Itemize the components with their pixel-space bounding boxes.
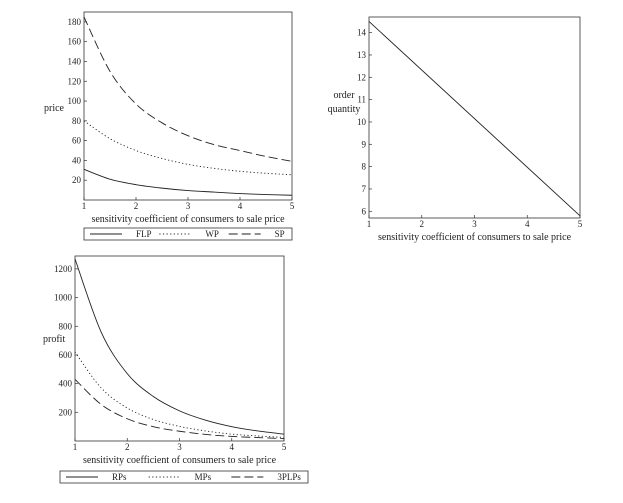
- y-tick-label: 60: [72, 136, 82, 146]
- series-line-mps: [74, 351, 285, 438]
- y-tick-label: 100: [68, 96, 82, 106]
- y-tick-label: 20: [72, 175, 82, 185]
- x-tick-label: 5: [282, 442, 287, 452]
- legend-label: SP: [275, 229, 285, 239]
- x-tick-label: 3: [472, 219, 477, 229]
- x-tick-label: 4: [525, 219, 530, 229]
- x-tick-label: 2: [125, 442, 130, 452]
- y-axis-label: price: [44, 103, 65, 114]
- y-tick-label: 7: [362, 184, 367, 194]
- y-tick-label: 14: [357, 28, 367, 38]
- y-tick-label: 40: [72, 155, 82, 165]
- y-tick-label: 10: [357, 117, 367, 127]
- y-axis-label-line: order: [333, 90, 355, 101]
- x-tick-label: 3: [186, 201, 191, 211]
- x-tick-label: 2: [134, 201, 139, 211]
- y-tick-label: 160: [68, 37, 82, 47]
- x-tick-label: 4: [238, 201, 243, 211]
- plot-frame: [368, 16, 581, 219]
- y-tick-label: 120: [68, 76, 82, 86]
- y-tick-label: 1200: [54, 264, 73, 274]
- x-tick-label: 1: [73, 442, 78, 452]
- y-tick-label: 200: [59, 407, 73, 417]
- y-axis-label: profit: [43, 334, 65, 345]
- x-tick-label: 4: [230, 442, 235, 452]
- y-tick-label: 400: [59, 379, 73, 389]
- legend-label: RPs: [112, 472, 127, 482]
- series-line-sp: [83, 16, 293, 162]
- x-tick-label: 5: [578, 219, 583, 229]
- series-line-3plps: [74, 379, 285, 440]
- x-tick-label: 3: [177, 442, 182, 452]
- plot-frame: [83, 11, 293, 201]
- series-line-wp: [83, 120, 293, 176]
- series-line-flp: [83, 168, 293, 196]
- legend-label: MPs: [195, 472, 212, 482]
- y-tick-label: 11: [357, 95, 366, 105]
- legend-label: FLP: [136, 229, 152, 239]
- y-tick-label: 9: [362, 139, 367, 149]
- y-tick-label: 12: [357, 72, 366, 82]
- x-tick-label: 1: [82, 201, 87, 211]
- legend-box: [59, 470, 309, 484]
- legend-box: [83, 227, 293, 241]
- x-axis-label: sensitivity coefficient of consumers to …: [378, 232, 572, 243]
- x-axis-label: sensitivity coefficient of consumers to …: [91, 214, 285, 225]
- y-tick-label: 80: [72, 116, 82, 126]
- y-tick-label: 13: [357, 50, 367, 60]
- x-tick-label: 2: [420, 219, 425, 229]
- y-tick-label: 6: [362, 206, 367, 216]
- y-tick-label: 800: [59, 321, 73, 331]
- chart-panel-3: 200 400 600 800 1000 1200 1 2 3 4 5 profit sensitivi…: [43, 255, 309, 484]
- x-tick-label: 5: [290, 201, 295, 211]
- y-tick-label: 600: [59, 350, 73, 360]
- plot-frame: [74, 255, 285, 442]
- x-axis-label: sensitivity coefficient of consumers to …: [83, 455, 277, 466]
- series-line-rps: [74, 258, 285, 435]
- chart-panel-1: 20 40 60 80 100 120 140 160 180 1 2 3 4 5 price sensiti…: [44, 11, 295, 241]
- y-tick-label: 8: [362, 162, 367, 172]
- y-tick-label: 140: [68, 56, 82, 66]
- x-tick-label: 1: [367, 219, 372, 229]
- y-tick-label: 180: [68, 17, 82, 27]
- y-axis-label-line: quantity: [328, 104, 361, 115]
- y-axis-label: order quantity: [328, 90, 361, 115]
- series-line-order-quantity: [368, 21, 581, 217]
- y-tick-label: 1000: [54, 293, 73, 303]
- legend-label: WP: [205, 229, 219, 239]
- legend-label: 3PLPs: [277, 472, 301, 482]
